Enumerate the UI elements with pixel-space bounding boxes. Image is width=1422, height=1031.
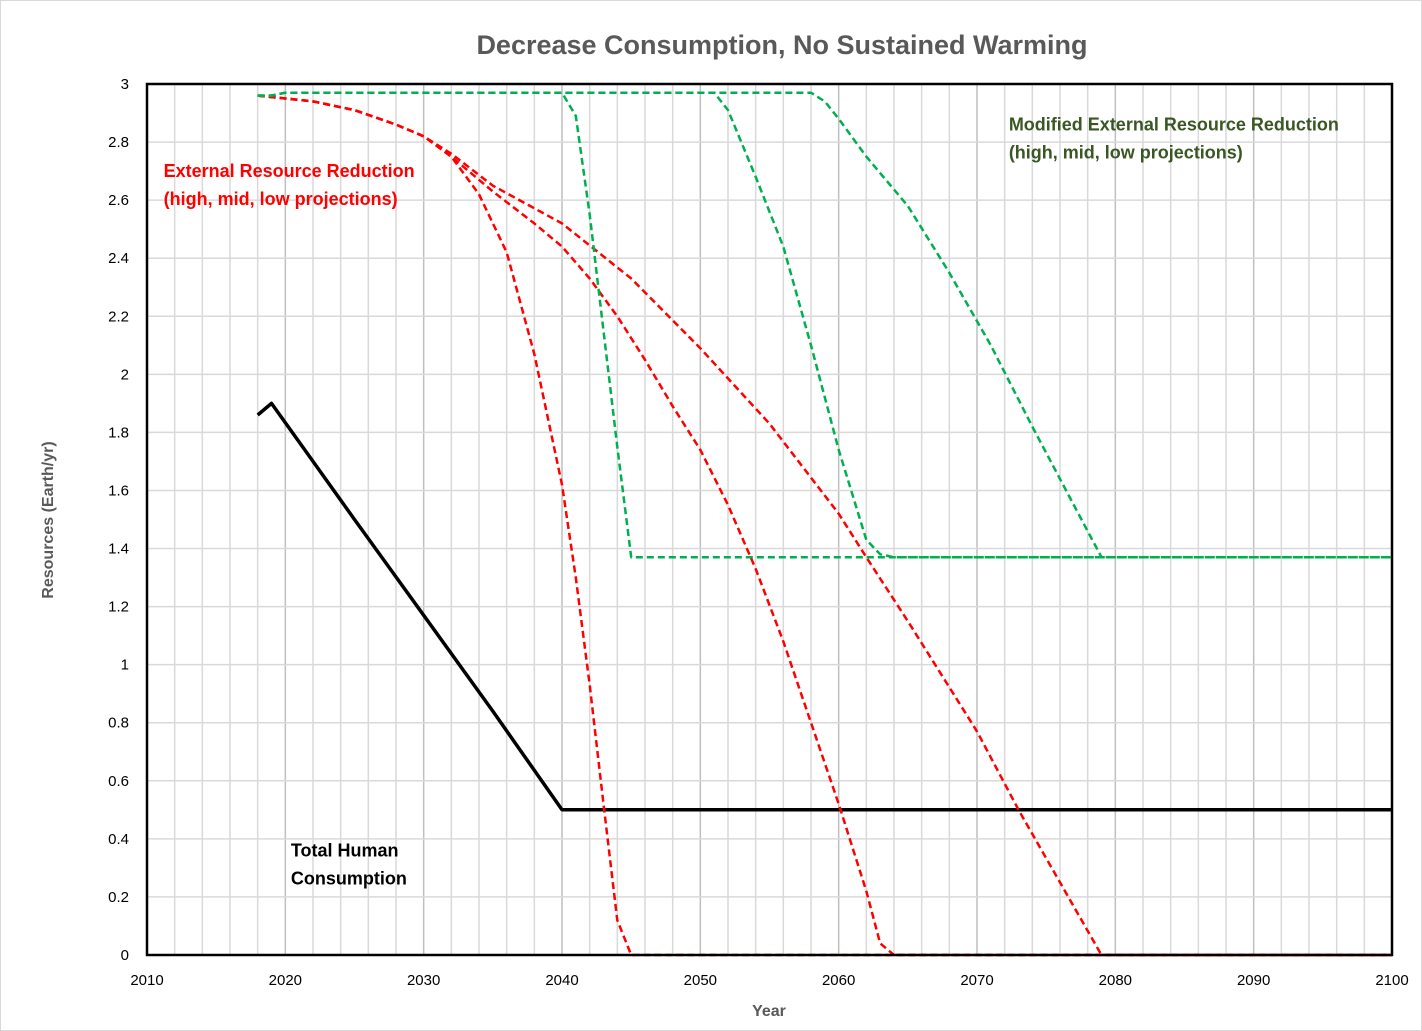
x-axis-label: Year [752, 1003, 786, 1020]
y-axis-ticks: 0 0.2 0.4 0.6 0.8 1 1.2 1.4 1.6 1.8 2 2.2 2.4 2.6 2.8 3 [108, 76, 129, 964]
x-tick-label: 2020 [269, 972, 302, 989]
y-tick-label: 2 [121, 366, 129, 383]
annotation-line: (high, mid, low projections) [164, 189, 398, 209]
y-tick-label: 0 [121, 947, 129, 964]
y-tick-label: 2.4 [108, 250, 129, 267]
y-tick-label: 1.8 [108, 424, 129, 441]
series-line-external-resource-reduction-high [257, 94, 1392, 957]
series-line-external-resource-reduction-low [257, 94, 1392, 957]
x-tick-label: 2030 [407, 972, 440, 989]
chart-title: Decrease Consumption, No Sustained Warmi… [476, 30, 1087, 60]
x-tick-label: 2060 [822, 972, 855, 989]
y-tick-label: 3 [121, 76, 129, 93]
annotation: Modified External Resource Reduction (hig… [1009, 114, 1339, 162]
gridlines [147, 84, 1392, 955]
series-line-modified-external-resource-reduction-high [257, 91, 1392, 559]
y-tick-label: 0.4 [108, 831, 129, 848]
x-tick-label: 2070 [960, 972, 993, 989]
series-line-total-human-consumption [256, 401, 1392, 812]
annotations: External Resource Reduction (high, mid, l… [164, 114, 1339, 888]
annotation: Total Human Consumption [291, 840, 407, 888]
y-tick-label: 0.6 [108, 773, 129, 790]
y-tick-label: 0.8 [108, 715, 129, 732]
series-group [256, 91, 1392, 957]
series-line-external-resource-reduction-mid [257, 94, 1392, 957]
annotation-line: (high, mid, low projections) [1009, 142, 1243, 162]
y-tick-label: 1.4 [108, 541, 129, 558]
y-tick-label: 2.6 [108, 192, 129, 209]
annotation-line: Consumption [291, 868, 407, 888]
x-tick-label: 2040 [545, 972, 578, 989]
annotation-line: Total Human [291, 840, 399, 860]
y-tick-label: 1.6 [108, 482, 129, 499]
y-tick-label: 1 [121, 657, 129, 674]
annotation-line: Modified External Resource Reduction [1009, 114, 1339, 134]
y-tick-label: 2.8 [108, 134, 129, 151]
x-tick-label: 2080 [1099, 972, 1132, 989]
y-tick-label: 1.2 [108, 599, 129, 616]
y-tick-label: 2.2 [108, 308, 129, 325]
x-axis-ticks: 2010 2020 2030 2040 2050 2060 2070 2080 2090 2100 [130, 972, 1408, 989]
annotation: External Resource Reduction (high, mid, l… [164, 161, 415, 209]
y-tick-label: 0.2 [108, 889, 129, 906]
x-tick-label: 2010 [130, 972, 163, 989]
annotation-line: External Resource Reduction [164, 161, 415, 181]
series-line-modified-external-resource-reduction-low [257, 91, 1392, 559]
plot-area-border [145, 82, 1394, 957]
y-axis-label: Resources (Earth/yr) [40, 441, 57, 598]
x-tick-label: 2050 [684, 972, 717, 989]
x-tick-label: 2090 [1237, 972, 1270, 989]
x-tick-label: 2100 [1375, 972, 1408, 989]
